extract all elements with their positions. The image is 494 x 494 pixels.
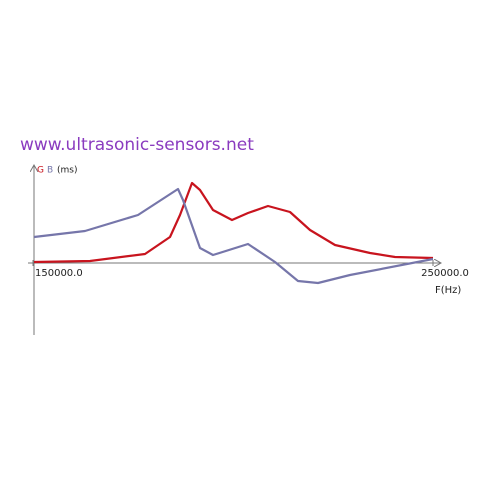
legend-entry: B <box>47 166 53 176</box>
y-axis-label: (ms) <box>57 166 77 176</box>
x-axis-label: F(Hz) <box>435 285 461 296</box>
legend-entry: G <box>37 166 44 176</box>
x-tick-label: 250000.0 <box>421 268 469 279</box>
x-tick-label: 150000.0 <box>35 268 83 279</box>
watermark: www.ultrasonic-sensors.net <box>20 135 254 155</box>
line-series <box>33 187 434 285</box>
line-series <box>33 181 434 264</box>
